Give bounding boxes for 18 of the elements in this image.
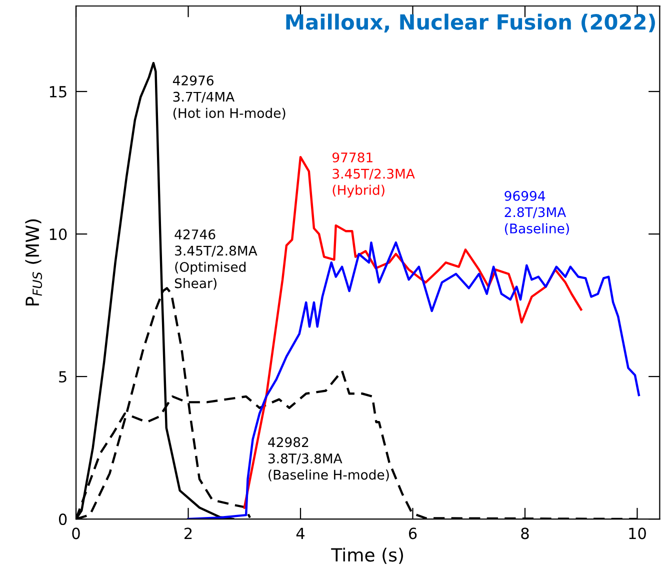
x-axis-title: Time (s) — [331, 548, 404, 564]
x-tick-label: 4 — [296, 528, 305, 539]
text: 96994 2.8T/3MA (Baseline) — [504, 190, 569, 236]
series-label: 42746 3.45T/2.8MA (Optimised Shear) — [174, 229, 258, 290]
chart-title: Mailloux, Nuclear Fusion (2022) — [286, 14, 655, 32]
x-tick-label: 8 — [521, 528, 529, 540]
x-tick-label: 2 — [184, 528, 192, 539]
x-tick-label: 6 — [408, 528, 417, 540]
x-tick-label: 10 — [629, 528, 646, 540]
y-tick-label: 10 — [50, 228, 67, 240]
series-label: 42982 3.8T/3.8MA (Baseline H-mode) — [268, 437, 389, 482]
series-label: 42976 3.7T/4MA (Hot ion H-mode) — [172, 75, 286, 120]
series-label: 97781 3.45T/2.3MA (Hybrid) — [332, 152, 415, 198]
y-axis-title: P$_{FUS}$ (MW) — [25, 219, 42, 306]
y-tick-label: 15 — [50, 86, 66, 98]
y-tick-label: 5 — [59, 371, 66, 383]
y-tick-label: 0 — [58, 514, 67, 526]
x-tick-label: 0 — [72, 528, 80, 540]
